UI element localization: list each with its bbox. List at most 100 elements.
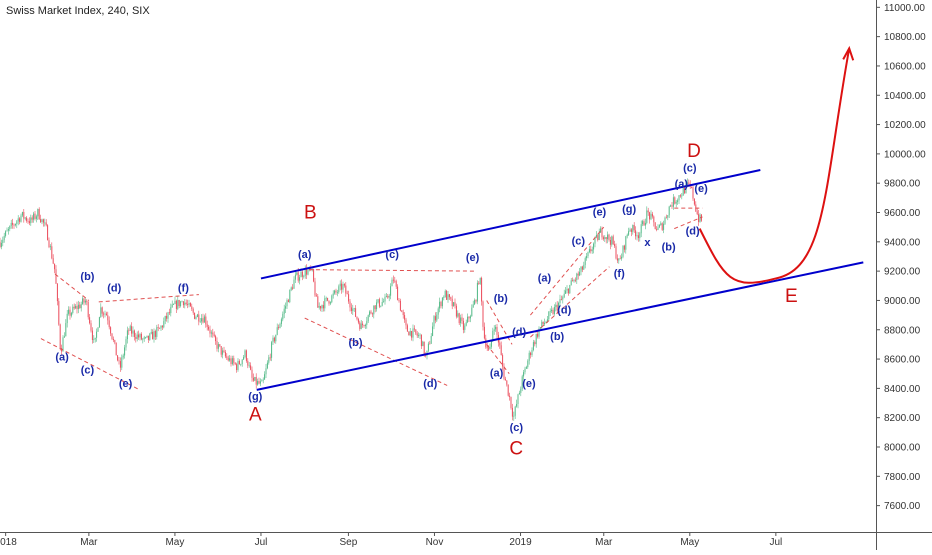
wave-label: (c) xyxy=(510,422,524,434)
candle-body xyxy=(6,230,8,232)
candle-body xyxy=(439,301,441,309)
candle-body xyxy=(335,290,337,293)
candle-body xyxy=(199,321,201,323)
candle-body xyxy=(265,368,267,375)
candle-body xyxy=(45,222,47,226)
candle-body xyxy=(469,316,471,319)
candle-body xyxy=(637,235,639,239)
candle-body xyxy=(462,320,464,330)
candle-body xyxy=(19,218,21,222)
candle-body xyxy=(441,297,443,307)
candle-body xyxy=(584,258,586,265)
wave-label-major: D xyxy=(687,141,701,162)
candle-body xyxy=(504,378,506,381)
candle-body xyxy=(560,299,562,300)
candle-body xyxy=(27,220,29,222)
candle-body xyxy=(0,241,1,247)
wave-label: (c) xyxy=(572,236,586,248)
candle-body xyxy=(390,286,392,296)
x-tick-label: Jul xyxy=(255,537,268,548)
candle-body xyxy=(591,249,593,252)
candle-body xyxy=(299,277,301,281)
candle-body xyxy=(178,299,180,307)
candle-body xyxy=(447,294,449,300)
candle-body xyxy=(44,222,46,224)
candle-body xyxy=(376,302,378,310)
candle-body xyxy=(415,329,417,334)
x-tick-label: Sep xyxy=(340,537,358,548)
candle-body xyxy=(101,307,103,314)
candle-body xyxy=(201,318,203,322)
candle-body xyxy=(434,316,436,321)
candle-body xyxy=(10,222,12,226)
candle-body xyxy=(651,213,653,217)
candle-body xyxy=(534,342,536,345)
candle-body xyxy=(696,211,698,215)
candle-body xyxy=(150,331,152,334)
candle-body xyxy=(66,313,68,324)
candle-body xyxy=(324,298,326,309)
wave-label: (c) xyxy=(385,249,399,261)
candle-body xyxy=(549,311,551,312)
y-tick-label: 10200.00 xyxy=(884,120,926,131)
candle-body xyxy=(530,352,532,356)
candle-body xyxy=(451,298,453,307)
candle-body xyxy=(0,242,2,247)
candle-body xyxy=(579,271,581,276)
candle-body xyxy=(496,326,498,335)
projection-arrowhead xyxy=(842,45,855,61)
candle-body xyxy=(371,313,373,315)
candle-body xyxy=(98,317,100,328)
candle-body xyxy=(404,315,406,320)
candle-body xyxy=(545,321,547,323)
candle-body xyxy=(440,301,442,307)
candle-body xyxy=(348,294,350,302)
candle-body xyxy=(219,344,221,347)
candle-body xyxy=(429,343,431,345)
x-tick-label: 2019 xyxy=(509,537,532,548)
candle-body xyxy=(243,357,245,360)
wave-label-major: B xyxy=(304,202,317,223)
wave-label: (g) xyxy=(248,391,262,403)
candle-body xyxy=(654,222,656,230)
candle-body xyxy=(128,330,130,332)
wave-label: (d) xyxy=(557,305,571,317)
candle-body xyxy=(684,187,686,194)
y-tick-label: 10400.00 xyxy=(884,91,926,102)
candle-body xyxy=(349,301,351,308)
candle-body xyxy=(394,280,396,282)
candle-body xyxy=(171,304,173,308)
candle-body xyxy=(353,308,355,309)
candle-body xyxy=(476,282,478,302)
candle-body xyxy=(238,360,240,365)
triangle-line xyxy=(530,226,605,316)
candle-body xyxy=(688,182,690,184)
candle-body xyxy=(433,316,435,327)
candle-body xyxy=(54,263,56,270)
candle-body xyxy=(574,279,576,281)
candle-body xyxy=(408,331,410,336)
candle-body xyxy=(510,396,512,408)
candle-body xyxy=(681,195,683,197)
candle-body xyxy=(320,306,322,309)
candle-body xyxy=(17,218,19,222)
candle-body xyxy=(556,304,558,311)
x-tick-label: Nov xyxy=(426,537,444,548)
candle-body xyxy=(208,326,210,330)
candle-body xyxy=(108,320,110,328)
wave-label: (b) xyxy=(80,271,94,283)
candle-body xyxy=(385,295,387,297)
candle-body xyxy=(458,313,460,324)
candle-body xyxy=(614,244,616,247)
candle-body xyxy=(153,331,155,340)
candle-body xyxy=(35,216,37,219)
candle-body xyxy=(230,358,232,365)
candle-body xyxy=(233,358,235,363)
wave-label: (a) xyxy=(490,368,504,380)
y-tick-label: 8400.00 xyxy=(884,384,921,395)
candle-body xyxy=(343,284,345,286)
candle-body xyxy=(577,273,579,276)
candle-body xyxy=(360,323,362,330)
candle-body xyxy=(432,326,434,337)
